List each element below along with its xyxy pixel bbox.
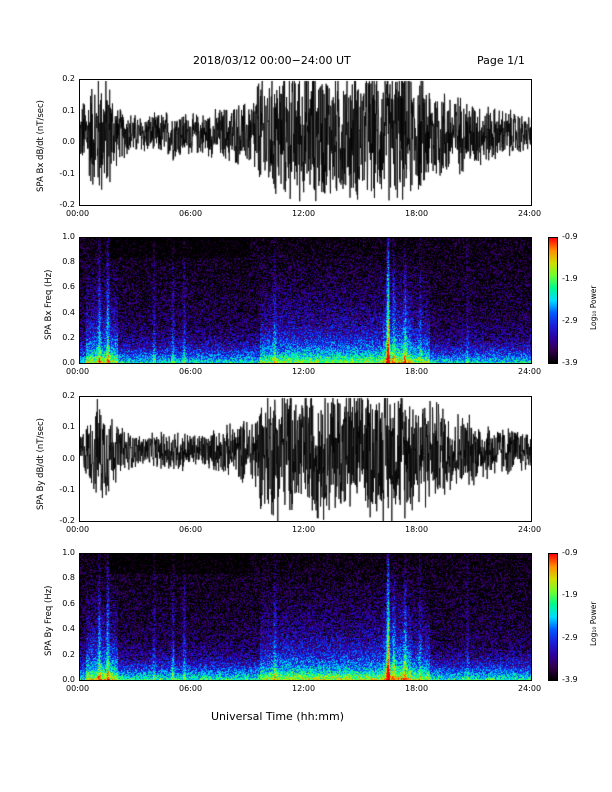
by-waveform-trace xyxy=(80,397,531,521)
y-tick-label: 1.0 xyxy=(62,548,75,557)
bx-spectrogram-image xyxy=(80,238,531,363)
plot-title: 2018/03/12 00:00−24:00 UT xyxy=(193,54,351,67)
y-tick-label: -0.1 xyxy=(59,168,75,178)
y-tick-label: 0.8 xyxy=(62,257,75,267)
y-tick-label: 0.2 xyxy=(62,649,75,659)
by-colorbar xyxy=(548,553,558,681)
colorbar-tick-label: -0.9 xyxy=(562,548,578,557)
x-tick-label: 18:00 xyxy=(405,367,429,376)
colorbar-tick-label: -0.9 xyxy=(562,232,578,241)
y-tick-label: 0.6 xyxy=(62,282,75,292)
x-tick-label: 24:00 xyxy=(518,684,542,693)
x-tick-label: 06:00 xyxy=(179,367,203,376)
x-tick-label: 06:00 xyxy=(179,209,203,218)
x-tick-label: 00:00 xyxy=(66,367,90,376)
y-tick-label: 0.8 xyxy=(62,573,75,583)
y-tick-label: 0.0 xyxy=(62,137,75,146)
x-axis-title: Universal Time (hh:mm) xyxy=(211,710,344,723)
x-tick-label: 12:00 xyxy=(292,209,316,218)
x-tick-label: 00:00 xyxy=(66,209,90,218)
x-tick-label: 24:00 xyxy=(518,209,542,218)
x-tick-label: 12:00 xyxy=(292,684,316,693)
y-tick-label: 0.2 xyxy=(62,74,75,83)
bx-waveform-panel xyxy=(79,79,532,206)
y-tick-label: 0.0 xyxy=(62,675,75,684)
x-tick-label: 18:00 xyxy=(405,209,429,218)
bx-spectrogram-ylabel: SPA Bx Freq (Hz) xyxy=(44,269,54,340)
y-tick-label: 0.0 xyxy=(62,453,75,463)
colorbar-tick-label: -2.9 xyxy=(562,316,578,325)
y-tick-label: 0.1 xyxy=(62,422,75,432)
page-indicator: Page 1/1 xyxy=(477,54,525,67)
y-tick-label: 0.1 xyxy=(62,105,75,115)
x-tick-label: 12:00 xyxy=(292,367,316,376)
y-tick-label: -0.2 xyxy=(59,516,75,525)
bx-waveform-trace xyxy=(80,80,531,205)
bx-colorbar-label: Log₁₀ Power xyxy=(589,285,598,330)
colorbar-tick-label: -1.9 xyxy=(562,590,578,600)
by-spectrogram-ylabel: SPA By Freq (Hz) xyxy=(44,585,54,656)
x-tick-label: 12:00 xyxy=(292,525,316,534)
bx-waveform-ylabel: SPA Bx dB/dt (nT/sec) xyxy=(36,100,46,192)
by-waveform-ylabel: SPA By dB/dt (nT/sec) xyxy=(36,418,46,510)
x-tick-label: 24:00 xyxy=(518,367,542,376)
by-spectrogram-image xyxy=(80,554,531,680)
colorbar-tick-label: -1.9 xyxy=(562,274,578,283)
bx-colorbar xyxy=(548,237,558,364)
colorbar-tick-label: -2.9 xyxy=(562,632,578,642)
x-tick-label: 24:00 xyxy=(518,525,542,534)
y-tick-label: 0.6 xyxy=(62,598,75,608)
x-tick-label: 00:00 xyxy=(66,525,90,534)
y-tick-label: 0.4 xyxy=(62,624,75,634)
y-tick-label: 1.0 xyxy=(62,232,75,241)
y-tick-label: -0.1 xyxy=(59,484,75,494)
y-tick-label: 0.4 xyxy=(62,307,75,317)
by-spectrogram-panel xyxy=(79,553,532,681)
y-tick-label: 0.2 xyxy=(62,332,75,342)
x-tick-label: 06:00 xyxy=(179,684,203,693)
by-waveform-panel xyxy=(79,396,532,522)
y-tick-label: 0.0 xyxy=(62,358,75,367)
colorbar-tick-label: -3.9 xyxy=(562,358,578,367)
y-tick-label: 0.2 xyxy=(62,391,75,400)
y-tick-label: -0.2 xyxy=(59,200,75,209)
x-tick-label: 18:00 xyxy=(405,684,429,693)
colorbar-tick-label: -3.9 xyxy=(562,675,578,684)
x-tick-label: 06:00 xyxy=(179,525,203,534)
by-colorbar-label: Log₁₀ Power xyxy=(589,601,598,646)
x-tick-label: 18:00 xyxy=(405,525,429,534)
bx-spectrogram-panel xyxy=(79,237,532,364)
x-tick-label: 00:00 xyxy=(66,684,90,693)
